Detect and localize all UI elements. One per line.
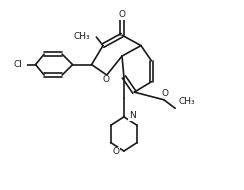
- Text: O: O: [119, 10, 125, 19]
- Text: CH₃: CH₃: [178, 97, 195, 106]
- Text: Cl: Cl: [13, 60, 22, 69]
- Text: O: O: [112, 147, 119, 157]
- Text: N: N: [129, 111, 135, 120]
- Text: O: O: [161, 89, 168, 98]
- Text: O: O: [102, 75, 109, 84]
- Text: CH₃: CH₃: [73, 32, 90, 41]
